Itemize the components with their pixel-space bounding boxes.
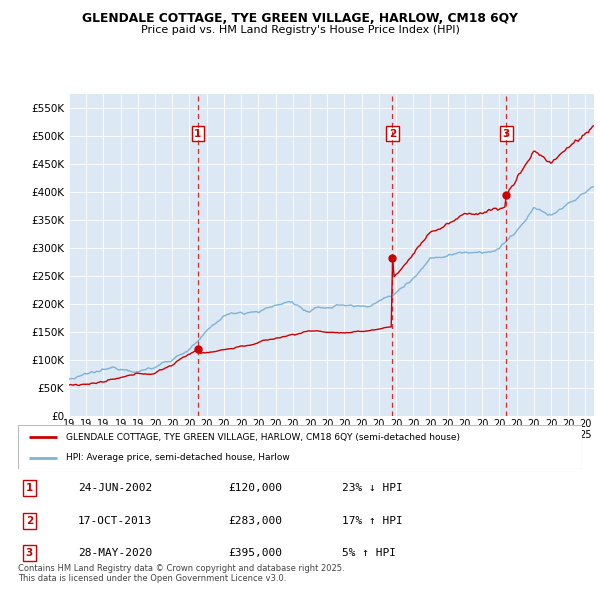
- Text: 5% ↑ HPI: 5% ↑ HPI: [342, 548, 396, 558]
- Text: £283,000: £283,000: [228, 516, 282, 526]
- Text: 1: 1: [26, 483, 33, 493]
- Text: 17% ↑ HPI: 17% ↑ HPI: [342, 516, 403, 526]
- Text: 3: 3: [503, 129, 510, 139]
- Text: GLENDALE COTTAGE, TYE GREEN VILLAGE, HARLOW, CM18 6QY (semi-detached house): GLENDALE COTTAGE, TYE GREEN VILLAGE, HAR…: [66, 432, 460, 442]
- Text: Contains HM Land Registry data © Crown copyright and database right 2025.
This d: Contains HM Land Registry data © Crown c…: [18, 563, 344, 583]
- Text: 24-JUN-2002: 24-JUN-2002: [78, 483, 152, 493]
- Text: 28-MAY-2020: 28-MAY-2020: [78, 548, 152, 558]
- Text: £120,000: £120,000: [228, 483, 282, 493]
- Text: 3: 3: [26, 548, 33, 558]
- Text: GLENDALE COTTAGE, TYE GREEN VILLAGE, HARLOW, CM18 6QY: GLENDALE COTTAGE, TYE GREEN VILLAGE, HAR…: [82, 12, 518, 25]
- Text: 23% ↓ HPI: 23% ↓ HPI: [342, 483, 403, 493]
- Text: 2: 2: [389, 129, 396, 139]
- Text: HPI: Average price, semi-detached house, Harlow: HPI: Average price, semi-detached house,…: [66, 453, 290, 462]
- Text: £395,000: £395,000: [228, 548, 282, 558]
- Text: 1: 1: [194, 129, 202, 139]
- Text: Price paid vs. HM Land Registry's House Price Index (HPI): Price paid vs. HM Land Registry's House …: [140, 25, 460, 35]
- Text: 2: 2: [26, 516, 33, 526]
- Text: 17-OCT-2013: 17-OCT-2013: [78, 516, 152, 526]
